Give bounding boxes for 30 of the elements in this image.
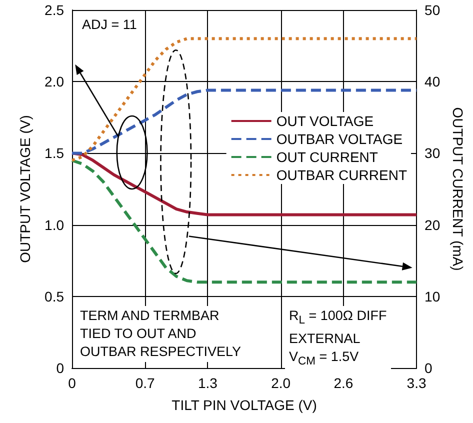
annotation: TERM AND TERMBAR TIED TO OUT AND OUTBAR RESPECTIVELY (76, 306, 246, 362)
x-tick-label: 1.3 (198, 375, 218, 391)
y2-tick-label: 10 (424, 288, 440, 304)
y-tick-label: 1.5 (44, 145, 64, 162)
y-tick-label: 2.5 (44, 2, 64, 18)
y2-tick-label: 0 (424, 360, 433, 376)
x-tick-label: 2.0 (271, 375, 291, 391)
legend-label: OUTBAR VOLTAGE (276, 131, 403, 147)
annotation: ADJ = 11 (81, 16, 138, 34)
legend-label: OUT VOLTAGE (276, 113, 374, 129)
x-tick-label: 0 (68, 375, 76, 391)
y-tick-label: 0 (56, 360, 64, 376)
y-tick-label: 0.5 (44, 288, 64, 304)
y2-tick-label: 30 (424, 145, 440, 162)
legend-label: OUT CURRENT (276, 149, 378, 165)
y-tick-label: 1.0 (44, 216, 64, 233)
x-tick-label: 0.7 (135, 375, 156, 391)
y-axis-title: OUTPUT VOLTAGE (V) (17, 115, 33, 263)
y-tick-label: 2.0 (44, 74, 64, 90)
legend-label: OUTBAR CURRENT (276, 167, 408, 183)
x-tick-label: 3.3 (406, 375, 426, 391)
line-series (70, 152, 418, 216)
x-axis-title: TILT PIN VOLTAGE (V) (172, 397, 317, 413)
line-series (70, 37, 418, 162)
annotation: R$_{L}$ = 100Ω DIFF EXTERNAL V$_{CM}$ = 1.5V (285, 306, 391, 372)
y2-axis-title: OUTPUT CURRENT (mA) (450, 107, 466, 271)
y2-tick-label: 50 (424, 2, 440, 18)
y2-tick-label: 20 (424, 216, 440, 233)
x-tick-label: 2.6 (334, 375, 354, 391)
y2-tick-label: 40 (424, 74, 440, 90)
